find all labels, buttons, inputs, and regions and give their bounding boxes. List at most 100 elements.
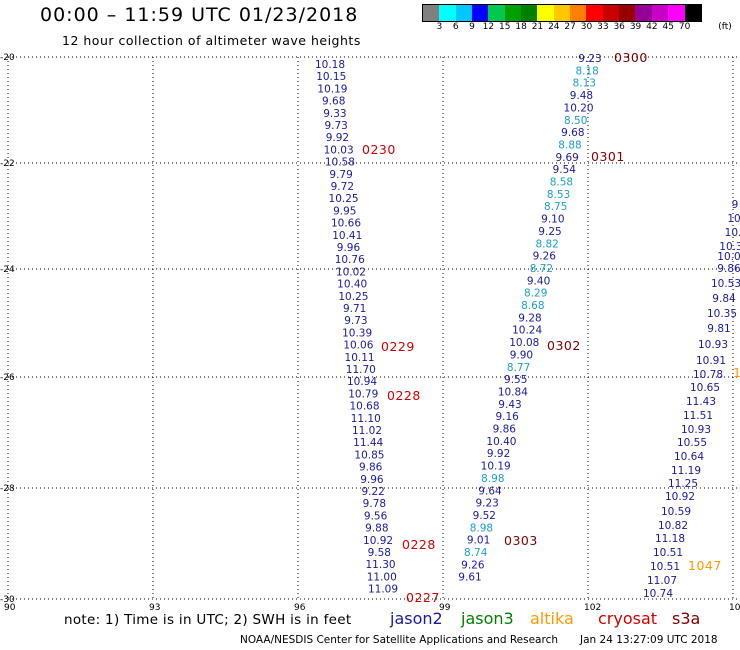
- track-value: 11.07: [647, 575, 677, 587]
- track-value: 11.19: [671, 465, 701, 477]
- track-value: 10.3: [719, 241, 740, 253]
- track-value: 11.30: [366, 559, 396, 571]
- track-value: 8.77: [507, 362, 530, 374]
- colorbar-label: 12: [482, 22, 495, 32]
- track-value: 10: [727, 213, 740, 225]
- track-value: 9.26: [533, 251, 557, 263]
- colorbar-label: 36: [613, 22, 625, 32]
- track-value: 8.53: [547, 189, 570, 201]
- track-value: 9.16: [495, 411, 519, 423]
- legend-s3a: s3a: [672, 609, 701, 628]
- track-value: 10.92: [363, 535, 393, 547]
- track-value: 11.09: [368, 584, 398, 596]
- track-value: 9.92: [326, 132, 349, 144]
- lon-label: 96: [294, 603, 306, 613]
- track-value: 9.86: [359, 462, 383, 474]
- colorbar-label: 42: [646, 22, 658, 32]
- track-value: 9.90: [510, 349, 533, 361]
- colorbar-label: 24: [548, 22, 560, 32]
- track-value: 10.51: [650, 561, 680, 573]
- track-value: 10.08: [509, 337, 539, 349]
- track-value: 9.69: [555, 152, 578, 164]
- time-label: 0303: [504, 533, 538, 548]
- track-value: 9.92: [487, 448, 510, 460]
- lat-label: -24: [0, 265, 15, 275]
- colorbar-label: 27: [564, 22, 576, 32]
- lon-label: 90: [4, 603, 16, 613]
- time-label: 0228: [387, 388, 421, 403]
- track-value: 10.85: [354, 449, 384, 461]
- track-value: 8.74: [464, 547, 488, 559]
- track-value: 10.74: [643, 588, 673, 600]
- track-value: 11.00: [367, 571, 397, 583]
- colorbar-swatch: [635, 5, 652, 21]
- track-value: 8.88: [558, 139, 581, 151]
- colorbar-swatch: [439, 5, 456, 21]
- track-value: 11.44: [353, 437, 383, 449]
- colorbar-swatch: [488, 5, 505, 21]
- track-value: 10.41: [332, 230, 362, 242]
- colorbar-label: 3: [436, 22, 443, 32]
- track-value: 9.79: [329, 169, 352, 181]
- track-value: 11.10: [351, 413, 381, 425]
- footer-credit: NOAA/NESDIS Center for Satellite Applica…: [240, 634, 558, 646]
- colorbar-swatch: [504, 5, 522, 21]
- legend-jason3: jason3: [461, 609, 514, 628]
- track-value: 10.19: [317, 83, 347, 95]
- track-value: 10.25: [338, 291, 368, 303]
- track-value: 10.: [725, 227, 740, 239]
- track-value: 11.43: [686, 396, 716, 408]
- track-value: 9.68: [322, 96, 345, 108]
- colorbar-swatch: [619, 5, 636, 21]
- colorbar-swatch: [537, 5, 554, 21]
- colorbar-label: 21: [531, 22, 544, 32]
- colorbar-unit: (ft): [718, 22, 732, 32]
- track-value: 9.28: [518, 312, 541, 324]
- track-value: 10.11: [345, 352, 375, 364]
- track-value: 8.58: [550, 177, 573, 189]
- colorbar-swatch: [602, 5, 620, 21]
- track-value: 10.94: [347, 376, 377, 388]
- track-value: 9.01: [467, 535, 490, 547]
- track-value: 8.18: [575, 65, 598, 77]
- time-label: 1: [733, 365, 740, 380]
- track-value: 9.22: [361, 486, 384, 498]
- track-value: 9.84: [712, 293, 736, 305]
- track-value: 9.61: [458, 572, 481, 584]
- track-value: 9.58: [368, 547, 391, 559]
- track-value: 10.02: [336, 266, 366, 278]
- track-value: 9.54: [553, 164, 577, 176]
- track-value: 8.13: [573, 78, 596, 90]
- track-value: 10.40: [486, 436, 516, 448]
- track-value: 10.20: [564, 102, 594, 114]
- colorbar-label: 15: [499, 22, 511, 32]
- colorbar-label: 6: [452, 22, 459, 32]
- colorbar-label: 39: [629, 22, 642, 32]
- track-value: 10.93: [698, 339, 728, 351]
- track-value: 10.59: [661, 506, 691, 518]
- colorbar-label: 33: [597, 22, 609, 32]
- lat-label: -28: [0, 484, 15, 494]
- colorbar-swatch: [455, 5, 473, 21]
- track-value: 10.64: [674, 451, 704, 463]
- track-value: 9.10: [541, 214, 564, 226]
- time-label: 0230: [362, 142, 396, 157]
- track-value: 10.53: [711, 278, 740, 290]
- lon-label: 105: [729, 603, 740, 613]
- track-value: 10.19: [481, 461, 511, 473]
- track-value: 9.73: [324, 120, 347, 132]
- lat-label: -22: [0, 159, 15, 169]
- track-value: 8.75: [544, 201, 567, 213]
- footer-date: Jan 24 13:27:09 UTC 2018: [580, 634, 718, 646]
- track-value: 10.92: [665, 491, 695, 503]
- track-value: 9.48: [570, 90, 593, 102]
- track-value: 9.72: [331, 181, 354, 193]
- track-value: 9.23: [578, 53, 601, 65]
- lon-label: 102: [584, 603, 601, 613]
- colorbar: [422, 4, 702, 22]
- track-value: 9.86: [493, 424, 517, 436]
- lon-label: 93: [149, 603, 160, 613]
- track-value: 9.33: [323, 108, 346, 120]
- track-value: 10.39: [342, 327, 372, 339]
- track-value: 11.51: [683, 410, 713, 422]
